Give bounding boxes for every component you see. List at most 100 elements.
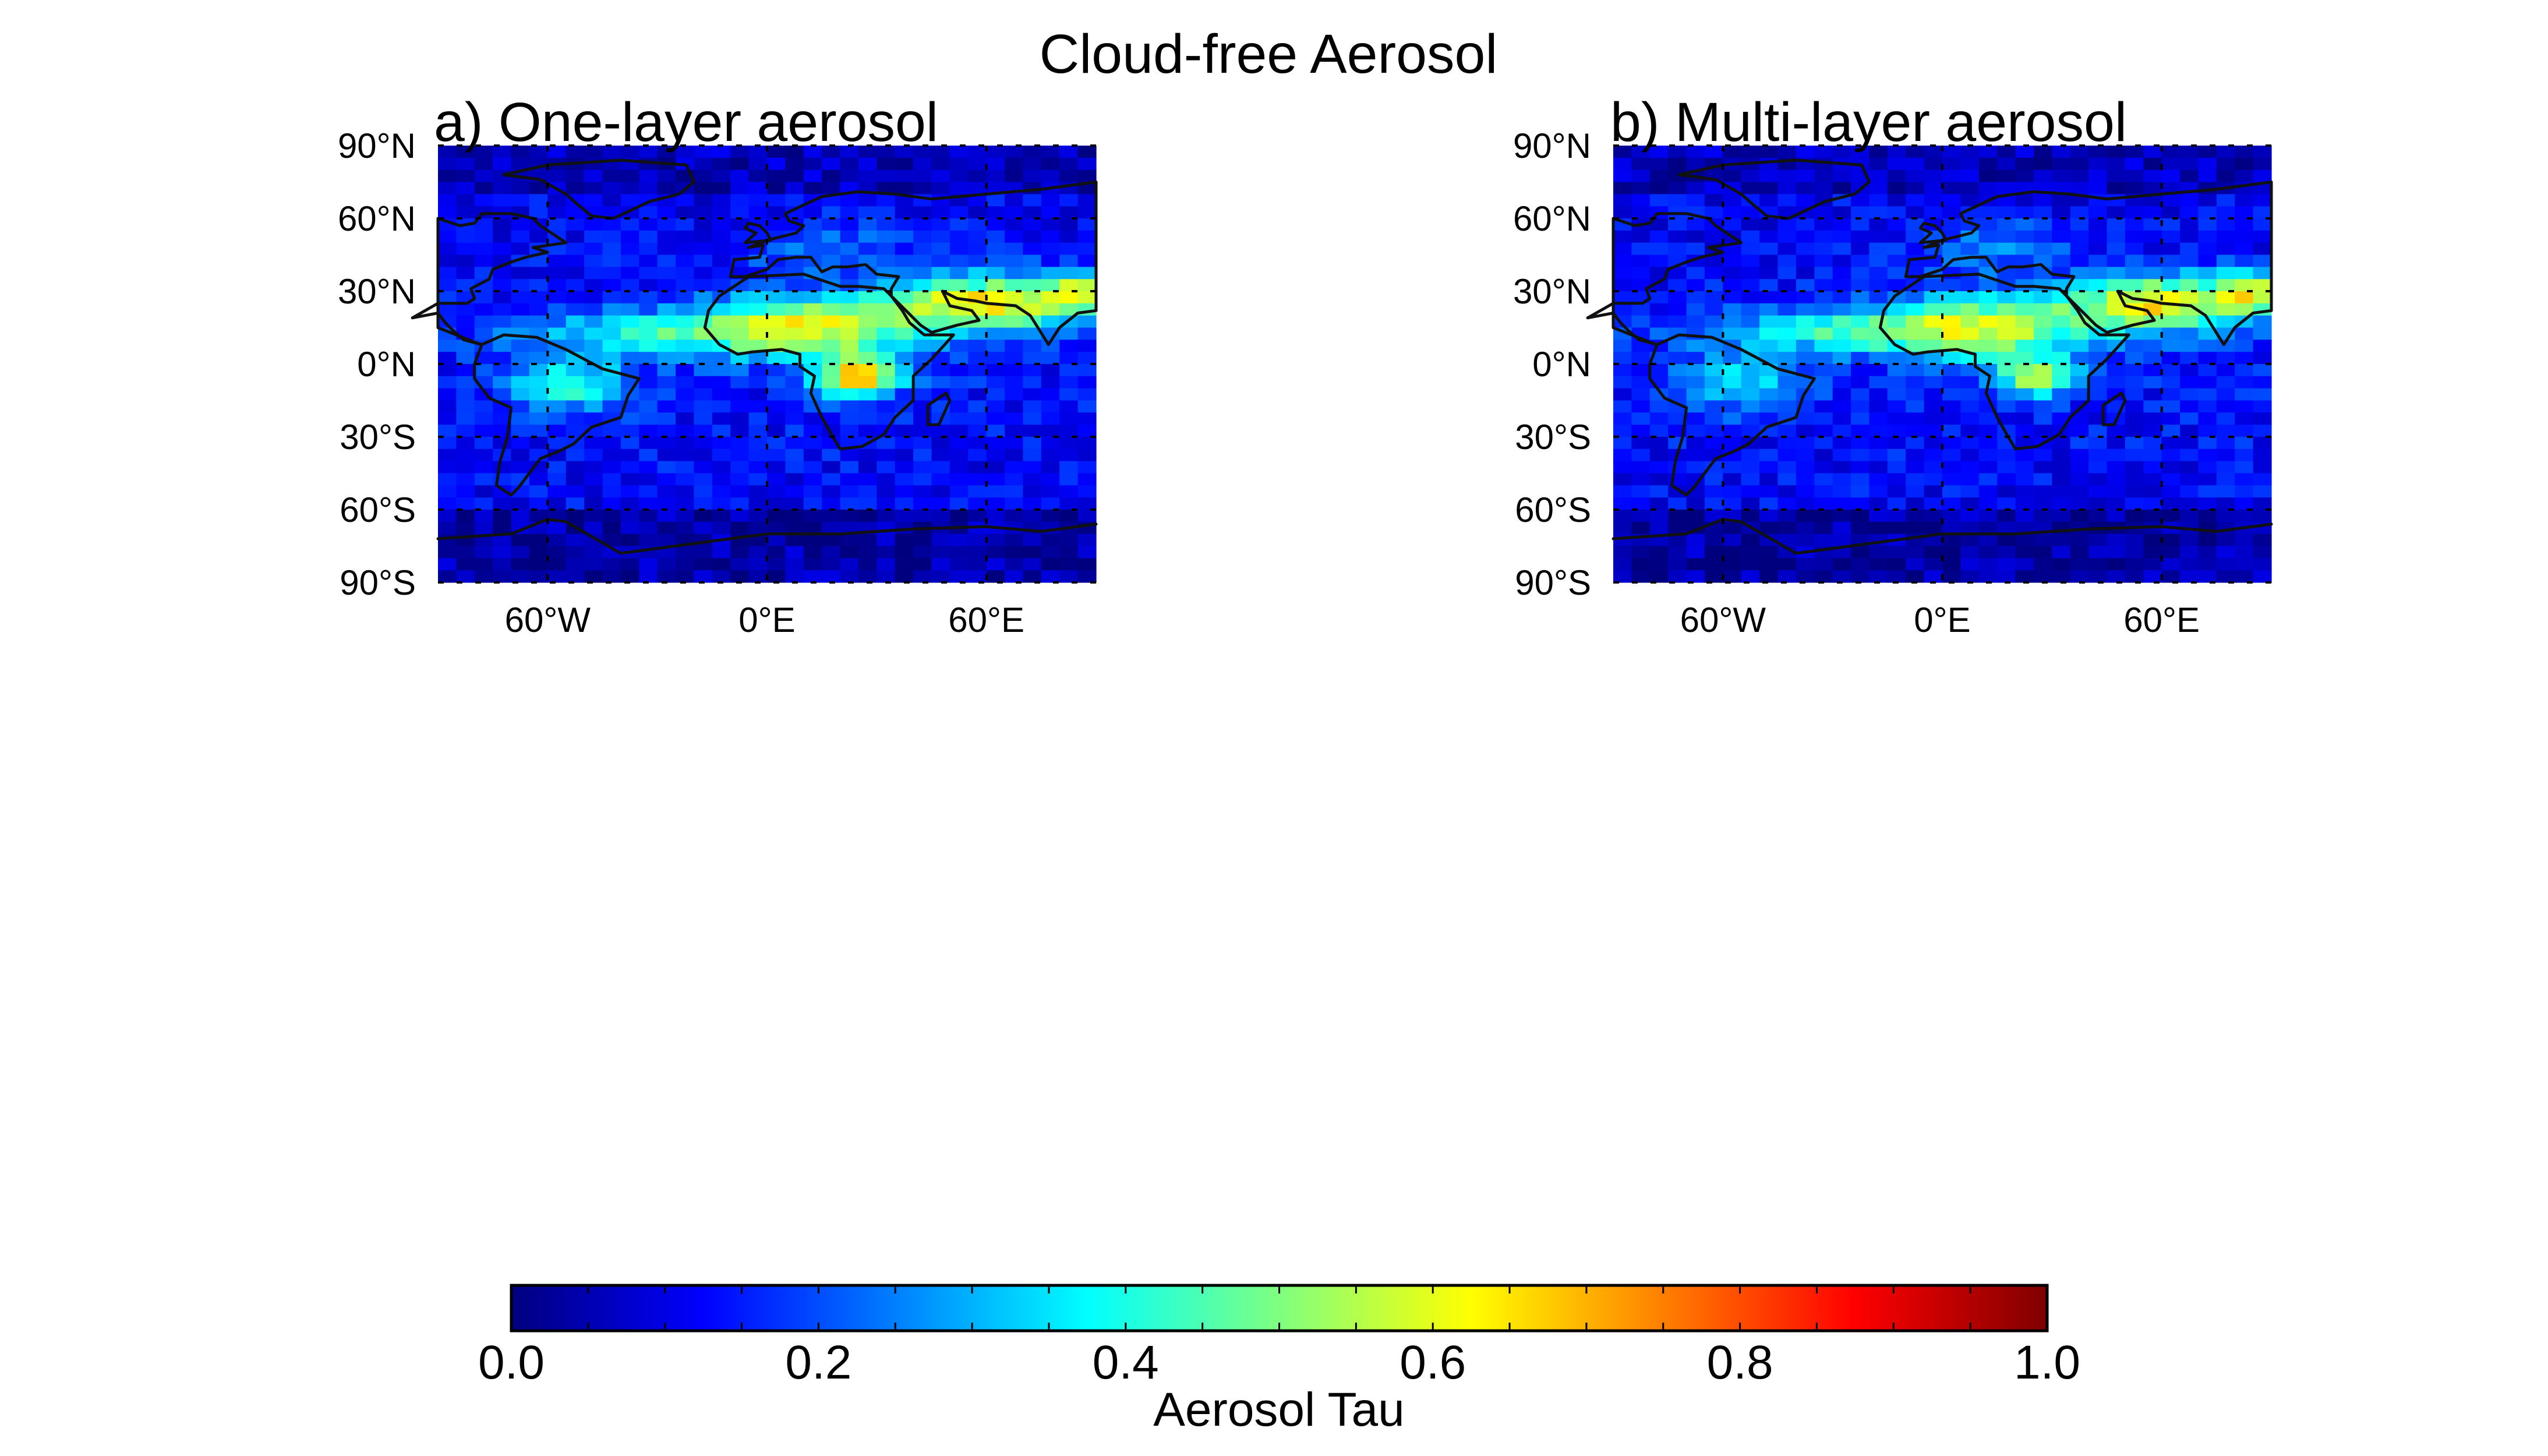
heatmap-cell [2143,146,2162,158]
heatmap-cell [1686,146,1705,158]
heatmap-cell [1906,570,1925,583]
heatmap-cell [767,218,786,231]
heatmap-cell [438,533,457,547]
heatmap-cell [2033,340,2052,352]
heatmap-cell [968,412,987,425]
heatmap-cell [529,412,548,425]
heatmap-cell [840,364,859,377]
heatmap-cell [547,521,567,535]
heatmap-cell [2107,497,2126,510]
heatmap-cell [1741,303,1760,316]
heatmap-cell [1077,279,1097,292]
heatmap-cell [877,146,896,158]
heatmap-cell [2052,230,2071,243]
heatmap-cell [1814,267,1833,280]
heatmap-cell [1005,412,1024,425]
heatmap-cell [2015,291,2034,304]
heatmap-cell [1723,473,1742,486]
heatmap-cell [2125,546,2144,559]
heatmap-cell [456,437,475,450]
heatmap-cell [913,303,932,316]
heatmap-cell [493,194,512,207]
heatmap-cell [474,521,493,535]
heatmap-cell [1832,279,1851,292]
heatmap-cell [2015,570,2034,583]
coastline-southAmerica [473,333,641,497]
heatmap-cell [566,388,585,401]
heatmap-cell [1613,376,1632,389]
heatmap-cell [602,182,621,195]
heatmap-cell [639,218,658,231]
heatmap-cell [2161,255,2181,267]
heatmap-cell [730,194,750,207]
heatmap-cell [2235,194,2254,207]
heatmap-cell [730,364,750,377]
heatmap-cell [1924,485,1943,498]
heatmap-cell [822,230,841,243]
heatmap-cell [1668,437,1687,450]
heatmap-cell [1023,218,1042,231]
heatmap-cell [1613,279,1632,292]
heatmap-cell [803,546,822,559]
heatmap-cell [584,230,603,243]
heatmap-cell [840,376,859,389]
heatmap-cell [1814,400,1833,413]
heatmap-cell [2125,364,2144,377]
heatmap-cell [2070,279,2089,292]
heatmap-cell [2052,169,2071,183]
heatmap-cell [1686,400,1705,413]
heatmap-cell [694,437,713,450]
heatmap-cell [1759,194,1779,207]
heatmap-cell [1924,364,1943,377]
heatmap-cell [584,437,603,450]
heatmap-cell [1631,230,1651,243]
heatmap-cell [474,510,493,522]
heatmap-cell [2143,510,2162,522]
heatmap-cell [1887,473,1906,486]
heatmap-cell [1077,461,1097,474]
heatmap-cell [1796,485,1815,498]
heatmap-cell [1978,303,1998,316]
heatmap-cell [584,558,603,571]
heatmap-cell [2033,194,2052,207]
heatmap-cell [1832,437,1851,450]
heatmap-cell [566,303,585,316]
heatmap-cell [1631,400,1651,413]
heatmap-cell [1741,169,1760,183]
heatmap-cell [986,510,1005,522]
heatmap-cell [1759,448,1779,462]
heatmap-cell [913,340,932,352]
heatmap-cell [767,376,786,389]
heatmap-cell [913,146,932,158]
heatmap-cell [694,291,713,304]
heatmap-cell [1668,521,1687,535]
heatmap-cell [767,352,786,365]
heatmap-cell [2088,255,2108,267]
heatmap-cell [1077,255,1097,267]
heatmap-cell [620,303,639,316]
heatmap-cell [1023,533,1042,547]
heatmap-cell [620,230,639,243]
heatmap-cell [2107,157,2126,171]
heatmap-cell [968,461,987,474]
heatmap-cell [712,425,731,437]
heatmap-cell [529,303,548,316]
heatmap-cell [657,412,676,425]
heatmap-cell [877,315,896,328]
heatmap-cell [1041,546,1060,559]
heatmap-cell [858,510,877,522]
heatmap-cell [1059,448,1079,462]
heatmap-cell [1887,169,1906,183]
heatmap-cell [712,279,731,292]
heatmap-cell [2198,146,2217,158]
heatmap-cell [2235,279,2254,292]
heatmap-cell [1814,570,1833,583]
heatmap-cell [1759,473,1779,486]
heatmap-cell [2033,533,2052,547]
heatmap-cell [712,437,731,450]
heatmap-cell [1686,340,1705,352]
heatmap-cell [822,315,841,328]
heatmap-cell [2198,412,2217,425]
heatmap-cell [1978,157,1998,171]
heatmap-cell [2143,461,2162,474]
